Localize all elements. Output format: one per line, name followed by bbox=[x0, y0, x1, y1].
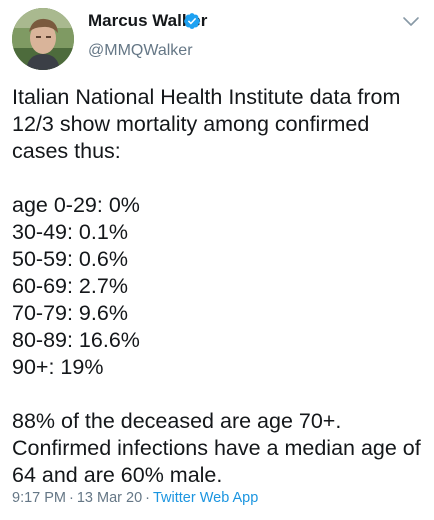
avatar[interactable] bbox=[12, 8, 74, 70]
meta-separator: · bbox=[145, 490, 150, 506]
tweet-line: 12/3 show mortality among confirmed bbox=[12, 112, 370, 136]
tweet-line: 70-79: 9.6% bbox=[12, 301, 128, 325]
tweet-time[interactable]: 9:17 PM bbox=[12, 490, 66, 506]
paragraph-gap bbox=[12, 165, 428, 192]
tweet-date[interactable]: 13 Mar 20 bbox=[76, 490, 143, 506]
tweet-source-link[interactable]: Twitter Web App bbox=[152, 490, 259, 506]
verified-badge-icon bbox=[184, 13, 200, 29]
chevron-down-icon[interactable] bbox=[402, 16, 420, 28]
author-display-name[interactable]: Marcus Walker bbox=[88, 11, 208, 30]
avatar-photo bbox=[12, 8, 74, 70]
tweet-line: 64 and are 60% male. bbox=[12, 463, 223, 487]
meta-separator: · bbox=[69, 490, 74, 506]
tweet-line: 90+: 19% bbox=[12, 355, 104, 379]
tweet-line: 50-59: 0.6% bbox=[12, 247, 128, 271]
tweet-line: Italian National Health Institute data f… bbox=[12, 85, 401, 109]
author-handle[interactable]: @MMQWalker bbox=[88, 42, 193, 59]
tweet-line: cases thus: bbox=[12, 139, 121, 163]
tweet-meta: 9:17 PM · 13 Mar 20 · Twitter Web App bbox=[12, 488, 258, 508]
paragraph-gap bbox=[12, 381, 428, 408]
tweet-line: 60-69: 2.7% bbox=[12, 274, 128, 298]
tweet-line: 80-89: 16.6% bbox=[12, 328, 140, 352]
tweet-line: age 0-29: 0% bbox=[12, 193, 140, 217]
tweet-line: 30-49: 0.1% bbox=[12, 220, 128, 244]
tweet-text: Italian National Health Institute data f… bbox=[12, 84, 428, 489]
tweet-line: Confirmed infections have a median age o… bbox=[12, 436, 421, 460]
tweet-line: 88% of the deceased are age 70+. bbox=[12, 409, 342, 433]
